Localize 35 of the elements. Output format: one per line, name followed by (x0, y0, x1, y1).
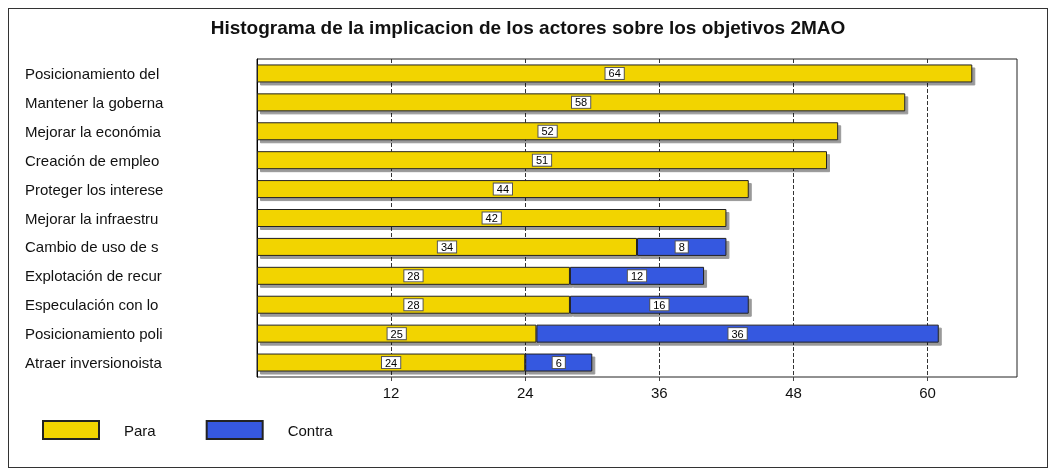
y-tick-label: Proteger los interese (25, 180, 164, 198)
y-tick-label: Mejorar la económia (25, 122, 162, 140)
y-tick-label: Atraer inversionoista (25, 354, 163, 372)
data-label: 28 (407, 298, 420, 311)
data-label: 6 (555, 356, 562, 369)
data-label: 24 (384, 356, 398, 369)
chart-title: Histograma de la implicacion de los actores sobre los objetivos 2MAO (210, 17, 846, 38)
data-label: 36 (731, 327, 744, 340)
data-label: 34 (440, 240, 454, 253)
data-label: 51 (535, 154, 549, 167)
y-tick-label: Cambio de uso de s (25, 238, 159, 256)
data-label: 16 (653, 298, 666, 311)
y-tick-label: Explotación de recur (25, 267, 162, 285)
x-tick-label: 60 (919, 384, 936, 401)
x-tick-label: 12 (382, 384, 400, 401)
y-tick-label: Creación de empleo (25, 151, 160, 169)
data-label: 12 (630, 269, 644, 282)
y-tick-label: Especulación con lo (25, 296, 159, 314)
y-tick-label: Mejorar la infraestru (25, 209, 159, 227)
y-tick-label: Posicionamiento del (25, 64, 160, 82)
y-tick-label: Posicionamiento poli (25, 325, 163, 343)
data-label: 52 (541, 125, 554, 138)
data-label: 42 (485, 212, 498, 224)
legend-label: Contra (287, 421, 334, 439)
data-label: 25 (390, 327, 403, 340)
x-tick-label: 36 (651, 384, 668, 401)
legend-label: Para (124, 421, 157, 439)
data-label: 58 (574, 96, 588, 109)
x-tick-label: 48 (785, 384, 802, 401)
y-tick-label: Mantener la goberna (25, 93, 165, 111)
data-label: 28 (407, 269, 420, 282)
data-label: 8 (678, 240, 685, 253)
data-label: 64 (608, 67, 621, 80)
x-tick-label: 24 (516, 384, 534, 401)
data-label: 44 (496, 183, 510, 196)
